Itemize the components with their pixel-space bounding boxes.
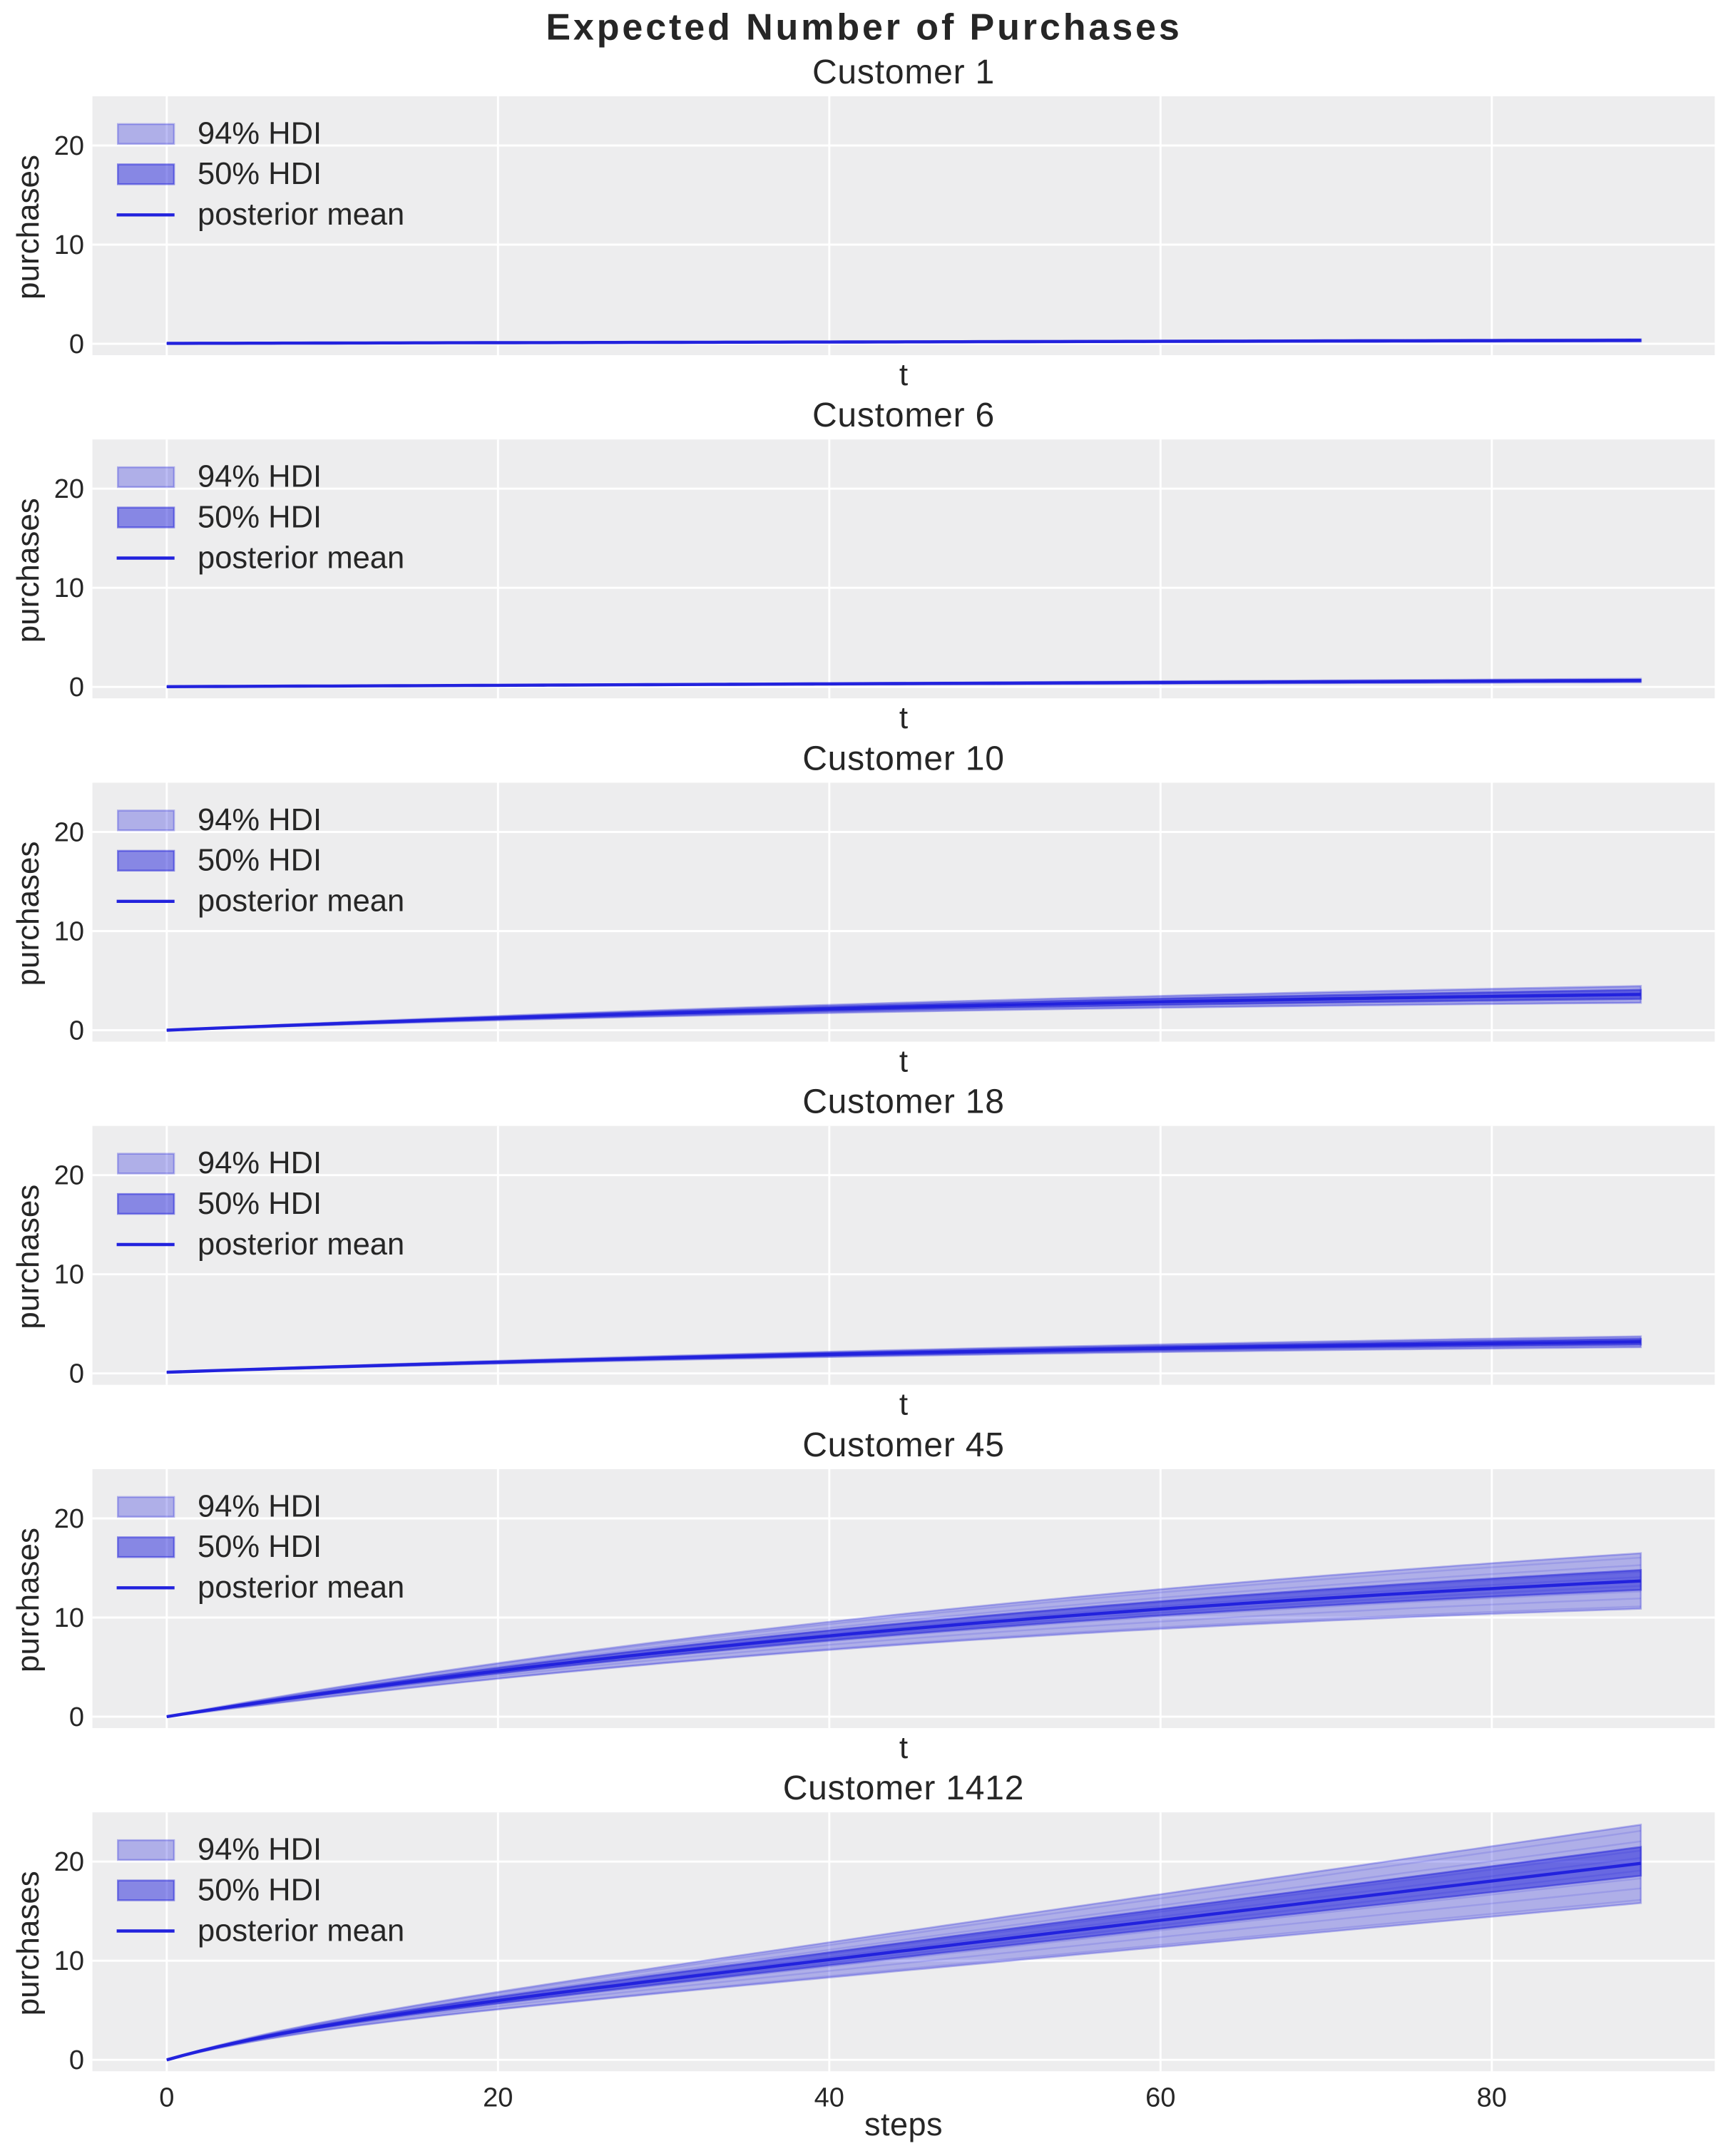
- svg-text:80: 80: [1477, 2083, 1507, 2113]
- svg-text:0: 0: [69, 1016, 84, 1046]
- svg-text:20: 20: [54, 474, 84, 504]
- svg-text:0: 0: [69, 673, 84, 703]
- svg-text:purchases: purchases: [11, 498, 46, 643]
- svg-text:50% HDI: 50% HDI: [198, 844, 322, 878]
- svg-text:posterior mean: posterior mean: [198, 541, 404, 575]
- svg-text:94% HDI: 94% HDI: [198, 117, 322, 151]
- svg-text:t: t: [899, 1387, 908, 1422]
- svg-text:94% HDI: 94% HDI: [198, 803, 322, 837]
- svg-text:20: 20: [483, 2083, 513, 2113]
- svg-text:94% HDI: 94% HDI: [198, 1146, 322, 1180]
- svg-text:50% HDI: 50% HDI: [198, 1873, 322, 1907]
- svg-text:t: t: [899, 1044, 908, 1079]
- svg-text:94% HDI: 94% HDI: [198, 460, 322, 494]
- svg-text:20: 20: [54, 1161, 84, 1191]
- svg-text:purchases: purchases: [11, 155, 46, 300]
- svg-text:Customer 45: Customer 45: [802, 1426, 1005, 1464]
- svg-text:purchases: purchases: [11, 1871, 46, 2015]
- svg-text:0: 0: [159, 2083, 174, 2113]
- svg-text:60: 60: [1145, 2083, 1175, 2113]
- svg-text:50% HDI: 50% HDI: [198, 1530, 322, 1564]
- svg-text:posterior mean: posterior mean: [198, 1914, 404, 1948]
- svg-text:10: 10: [54, 1603, 84, 1633]
- svg-text:0: 0: [69, 329, 84, 359]
- svg-text:20: 20: [54, 1847, 84, 1877]
- svg-text:94% HDI: 94% HDI: [198, 1833, 322, 1867]
- svg-text:20: 20: [54, 131, 84, 161]
- svg-text:posterior mean: posterior mean: [198, 1570, 404, 1605]
- svg-text:0: 0: [69, 1702, 84, 1732]
- svg-text:Customer 10: Customer 10: [802, 740, 1005, 778]
- svg-text:94% HDI: 94% HDI: [198, 1490, 322, 1524]
- svg-text:20: 20: [54, 818, 84, 848]
- svg-text:purchases: purchases: [11, 841, 46, 986]
- svg-text:Customer 6: Customer 6: [812, 397, 995, 434]
- svg-text:posterior mean: posterior mean: [198, 198, 404, 232]
- svg-text:posterior mean: posterior mean: [198, 884, 404, 919]
- svg-text:Customer 1412: Customer 1412: [783, 1769, 1025, 1807]
- svg-text:purchases: purchases: [11, 1185, 46, 1329]
- svg-text:10: 10: [54, 1946, 84, 1976]
- svg-text:0: 0: [69, 1359, 84, 1389]
- svg-text:40: 40: [814, 2083, 844, 2113]
- svg-text:Expected Number of Purchases: Expected Number of Purchases: [546, 7, 1182, 48]
- svg-text:Customer 18: Customer 18: [802, 1083, 1005, 1121]
- svg-text:10: 10: [54, 917, 84, 947]
- svg-text:10: 10: [54, 230, 84, 260]
- svg-text:10: 10: [54, 1260, 84, 1290]
- svg-text:Customer 1: Customer 1: [812, 53, 995, 91]
- svg-text:50% HDI: 50% HDI: [198, 157, 322, 191]
- svg-text:steps: steps: [864, 2106, 943, 2142]
- svg-text:10: 10: [54, 573, 84, 603]
- svg-text:t: t: [899, 700, 908, 735]
- svg-text:purchases: purchases: [11, 1528, 46, 1672]
- svg-text:20: 20: [54, 1504, 84, 1534]
- svg-text:t: t: [899, 357, 908, 392]
- svg-text:0: 0: [69, 2045, 84, 2075]
- svg-text:t: t: [899, 1730, 908, 1765]
- svg-text:50% HDI: 50% HDI: [198, 500, 322, 534]
- svg-text:posterior mean: posterior mean: [198, 1227, 404, 1262]
- svg-text:50% HDI: 50% HDI: [198, 1187, 322, 1221]
